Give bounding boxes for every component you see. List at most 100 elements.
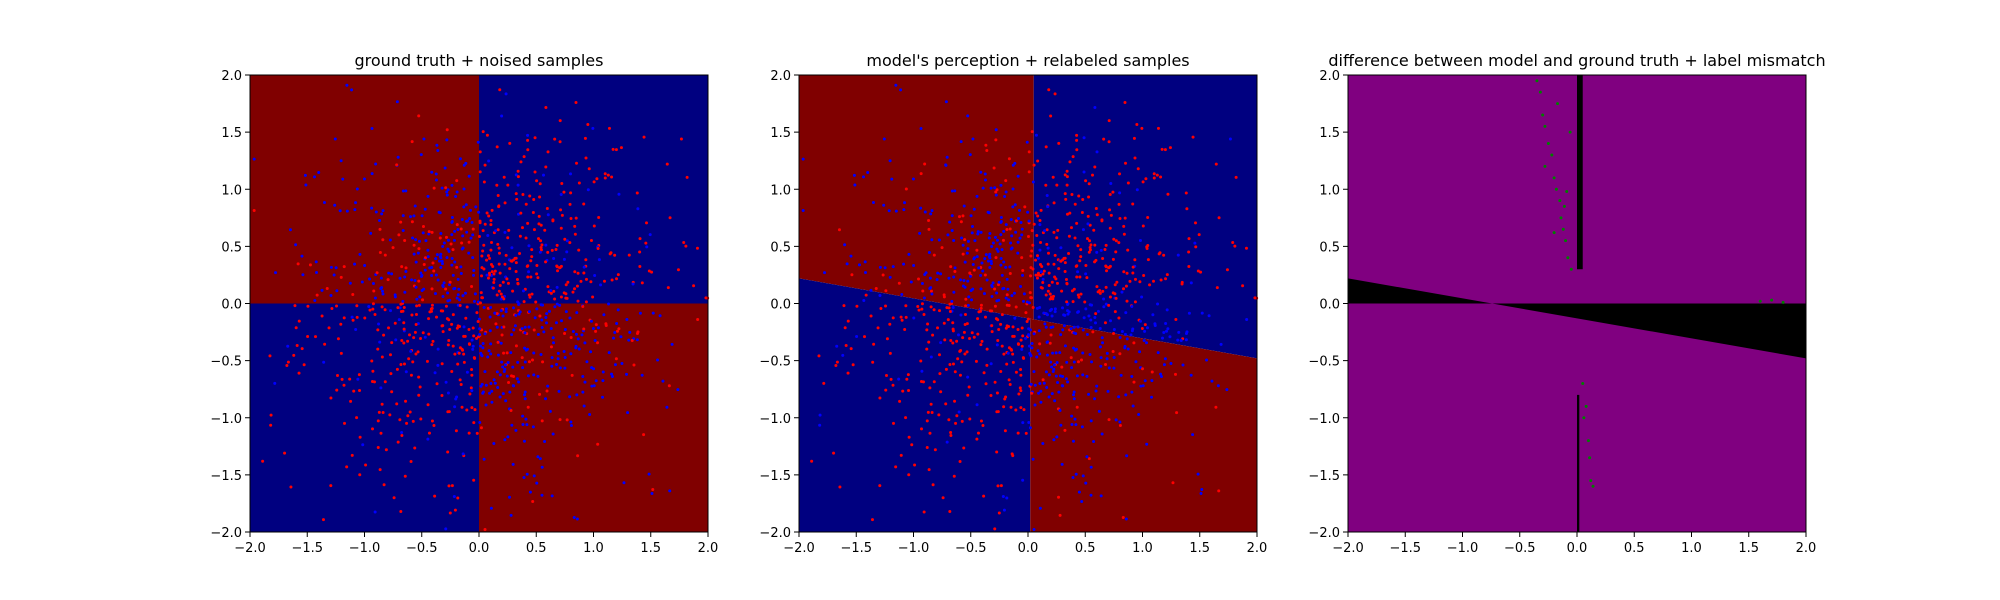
sample-point [531, 210, 535, 214]
y-tick-label: 0.0 [770, 298, 791, 313]
sample-point [496, 228, 500, 232]
sample-point [368, 308, 372, 312]
sample-point [904, 304, 908, 308]
sample-point [1056, 228, 1060, 232]
sample-point [921, 380, 925, 384]
sample-point [399, 509, 403, 513]
sample-point [1065, 360, 1069, 364]
sample-point [352, 389, 356, 393]
sample-point [406, 414, 410, 418]
sample-point [1122, 270, 1126, 274]
sample-point [1014, 219, 1018, 223]
sample-point [989, 393, 993, 397]
sample-point [351, 318, 355, 322]
sample-point [1088, 303, 1092, 307]
sample-point [888, 322, 892, 326]
sample-point [1168, 146, 1172, 150]
sample-point [397, 233, 401, 237]
sample-point [973, 239, 977, 243]
sample-point [441, 324, 445, 328]
sample-point [1016, 431, 1020, 435]
sample-point [514, 261, 518, 265]
sample-point [920, 427, 924, 431]
sample-point [1014, 230, 1018, 234]
sample-point [1125, 299, 1129, 303]
sample-point [966, 239, 970, 243]
sample-point [997, 280, 1001, 284]
y-tick-label: 0.0 [1319, 298, 1340, 313]
sample-point [929, 212, 933, 216]
sample-point [958, 460, 962, 464]
sample-point [1050, 280, 1054, 284]
sample-point [533, 170, 537, 174]
y-tick-label: 0.5 [1319, 240, 1340, 255]
sample-point [1027, 170, 1031, 174]
sample-point [1187, 311, 1191, 315]
sample-point [410, 313, 414, 317]
sample-point [832, 451, 836, 455]
sample-point [591, 295, 595, 299]
sample-point [504, 307, 508, 311]
sample-point [613, 363, 617, 367]
sample-point [1126, 181, 1130, 185]
sample-point [559, 193, 563, 197]
sample-point [528, 490, 532, 494]
sample-point [514, 344, 518, 348]
sample-point [989, 362, 993, 366]
sample-point [658, 314, 662, 318]
sample-point [951, 306, 955, 310]
sample-point [450, 257, 454, 261]
sample-point [417, 393, 421, 397]
sample-point [403, 275, 407, 279]
sample-point [592, 367, 596, 371]
sample-point [498, 395, 502, 399]
sample-point [1138, 350, 1142, 354]
sample-point [1080, 500, 1084, 504]
sample-point [432, 269, 436, 273]
sample-point [939, 341, 943, 345]
sample-point [455, 190, 459, 194]
sample-point [1076, 310, 1080, 314]
sample-point [439, 252, 443, 256]
sample-point [345, 209, 349, 213]
sample-point [569, 216, 573, 220]
sample-point [520, 226, 524, 230]
sample-point [1000, 273, 1004, 277]
sample-point [535, 481, 539, 485]
sample-point [552, 341, 556, 345]
sample-point [881, 273, 885, 277]
sample-point [926, 322, 930, 326]
sample-point [968, 274, 972, 278]
sample-point [1063, 269, 1067, 273]
sample-point [300, 254, 304, 258]
sample-point [943, 338, 947, 342]
sample-point [1117, 316, 1121, 320]
sample-point [936, 271, 940, 275]
sample-point [419, 417, 423, 421]
sample-point [382, 483, 386, 487]
sample-point [1093, 243, 1097, 247]
sample-point [485, 273, 489, 277]
sample-point [1074, 472, 1078, 476]
sample-point [817, 354, 821, 358]
sample-point [399, 220, 403, 224]
x-tick-label: −1.5 [1389, 541, 1421, 556]
sample-point [502, 175, 506, 179]
sample-point [252, 209, 256, 213]
sample-point [1038, 342, 1042, 346]
sample-point [1001, 238, 1005, 242]
sample-point [1000, 344, 1004, 348]
sample-point [1036, 159, 1040, 163]
sample-point [535, 179, 539, 183]
y-tick-label: 2.0 [221, 69, 242, 84]
sample-point [864, 293, 868, 297]
sample-point [938, 372, 942, 376]
sample-point [416, 251, 420, 255]
sample-point [408, 410, 412, 414]
sample-point [616, 329, 620, 333]
x-tick-label: −1.5 [291, 541, 323, 556]
sample-point [1038, 382, 1042, 386]
sample-point [931, 483, 935, 487]
sample-point [1024, 336, 1028, 340]
sample-point [801, 157, 805, 161]
